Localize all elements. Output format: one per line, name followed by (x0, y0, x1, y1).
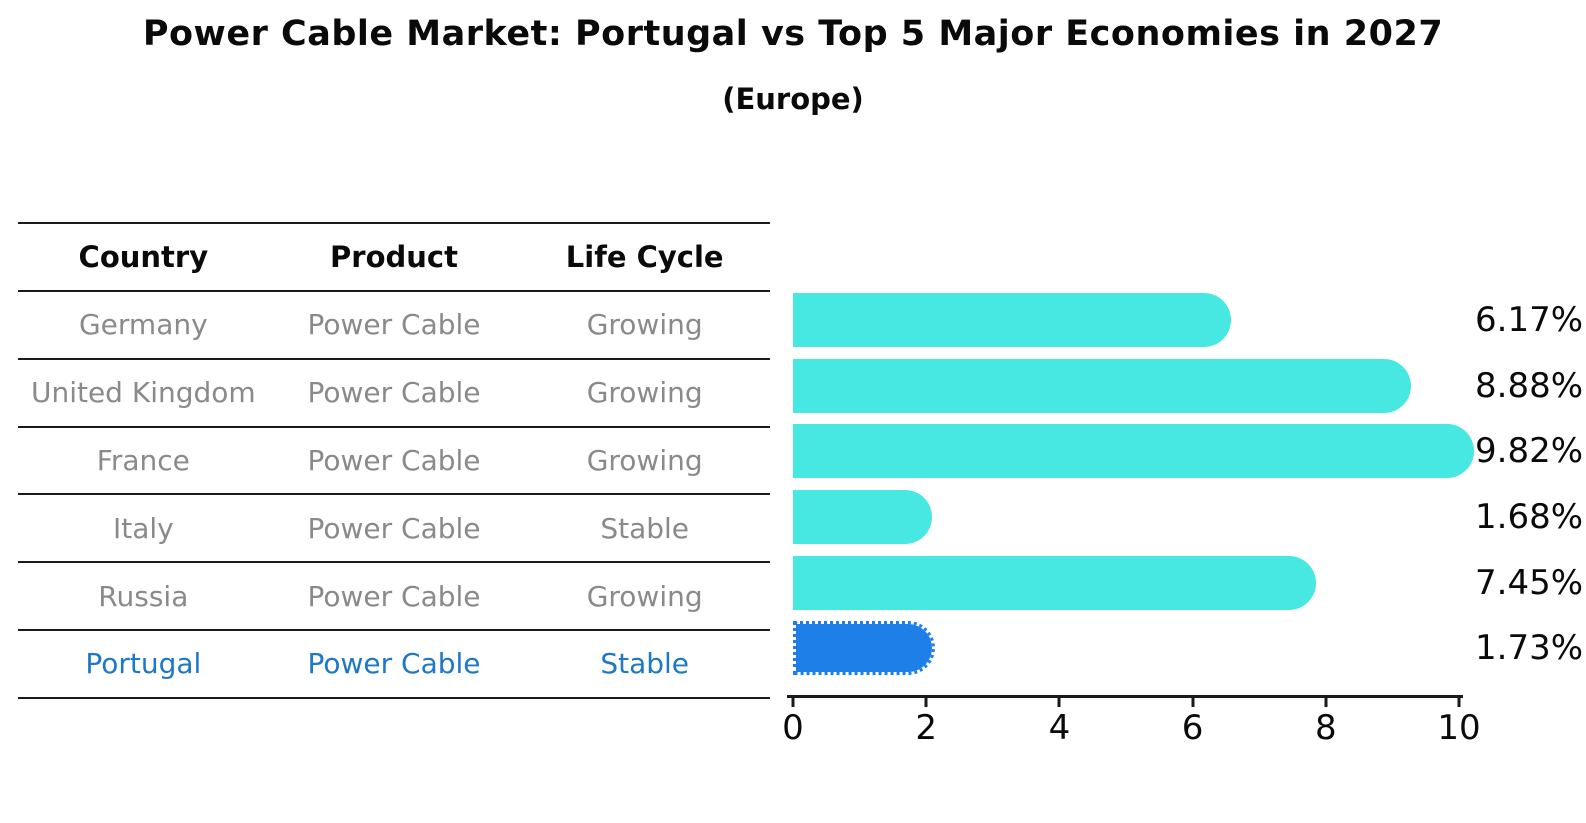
cell-country: Italy (112, 511, 174, 545)
country-table: Country Product Life Cycle Germany Power… (18, 222, 770, 699)
cell-country: Russia (98, 579, 189, 613)
x-axis-tick-label: 0 (782, 708, 804, 748)
cell-life-cycle: Stable (600, 511, 690, 545)
value-label: 8.88% (1475, 365, 1584, 406)
column-header-country: Country (78, 240, 209, 274)
table-row: Italy Power Cable Stable (18, 495, 770, 564)
table-row: France Power Cable Growing (18, 428, 770, 496)
cell-product: Power Cable (307, 511, 481, 545)
cell-country: United Kingdom (30, 376, 256, 410)
bar-italy (793, 490, 932, 544)
value-label: 7.45% (1475, 562, 1584, 603)
cell-country: Portugal (85, 647, 202, 681)
x-axis-tick (1457, 698, 1461, 707)
x-axis-tick (1191, 698, 1195, 707)
x-axis-tick-label: 6 (1181, 708, 1204, 748)
cell-life-cycle: Stable (600, 647, 690, 681)
cell-product: Power Cable (307, 579, 481, 613)
value-label: 9.82% (1475, 431, 1584, 471)
bar-france (793, 424, 1474, 478)
table-row: United Kingdom Power Cable Growing (18, 360, 770, 428)
cell-life-cycle: Growing (586, 443, 703, 477)
cell-country: France (96, 443, 190, 477)
x-axis-tick-label: 10 (1437, 708, 1481, 748)
table-header-row: Country Product Life Cycle (18, 222, 770, 292)
table-row: Russia Power Cable Growing (18, 563, 770, 631)
x-axis-tick-label: 2 (915, 708, 938, 748)
cell-country: Germany (78, 308, 208, 342)
x-axis-tick (791, 698, 795, 707)
x-axis-tick (924, 698, 928, 707)
x-axis-tick (1324, 698, 1328, 707)
cell-product: Power Cable (307, 443, 481, 477)
table-row-portugal: Portugal Power Cable Stable (18, 631, 770, 699)
cell-life-cycle: Growing (586, 579, 703, 613)
cell-life-cycle: Growing (586, 308, 703, 342)
chart-subtitle: (Europe) (722, 82, 864, 116)
chart-title: Power Cable Market: Portugal vs Top 5 Ma… (142, 14, 1444, 54)
cell-product: Power Cable (307, 376, 481, 410)
cell-product: Power Cable (307, 308, 481, 342)
bar-portugal (793, 621, 936, 675)
bar-germany (793, 293, 1231, 347)
x-axis-tick-label: 8 (1314, 708, 1337, 748)
column-header-product: Product (330, 240, 458, 274)
x-axis-tick (1057, 698, 1061, 707)
value-label: 1.73% (1475, 628, 1584, 668)
bar-russia (793, 555, 1317, 610)
x-axis-tick-label: 4 (1048, 708, 1071, 748)
x-axis (787, 695, 1463, 698)
value-label: 1.68% (1475, 497, 1584, 537)
cell-product: Power Cable (307, 647, 481, 681)
bar-united-kingdom (793, 358, 1412, 413)
table-row: Germany Power Cable Growing (18, 292, 770, 360)
cell-life-cycle: Growing (586, 376, 703, 410)
column-header-life-cycle: Life Cycle (565, 240, 724, 274)
value-label: 6.17% (1475, 300, 1584, 340)
